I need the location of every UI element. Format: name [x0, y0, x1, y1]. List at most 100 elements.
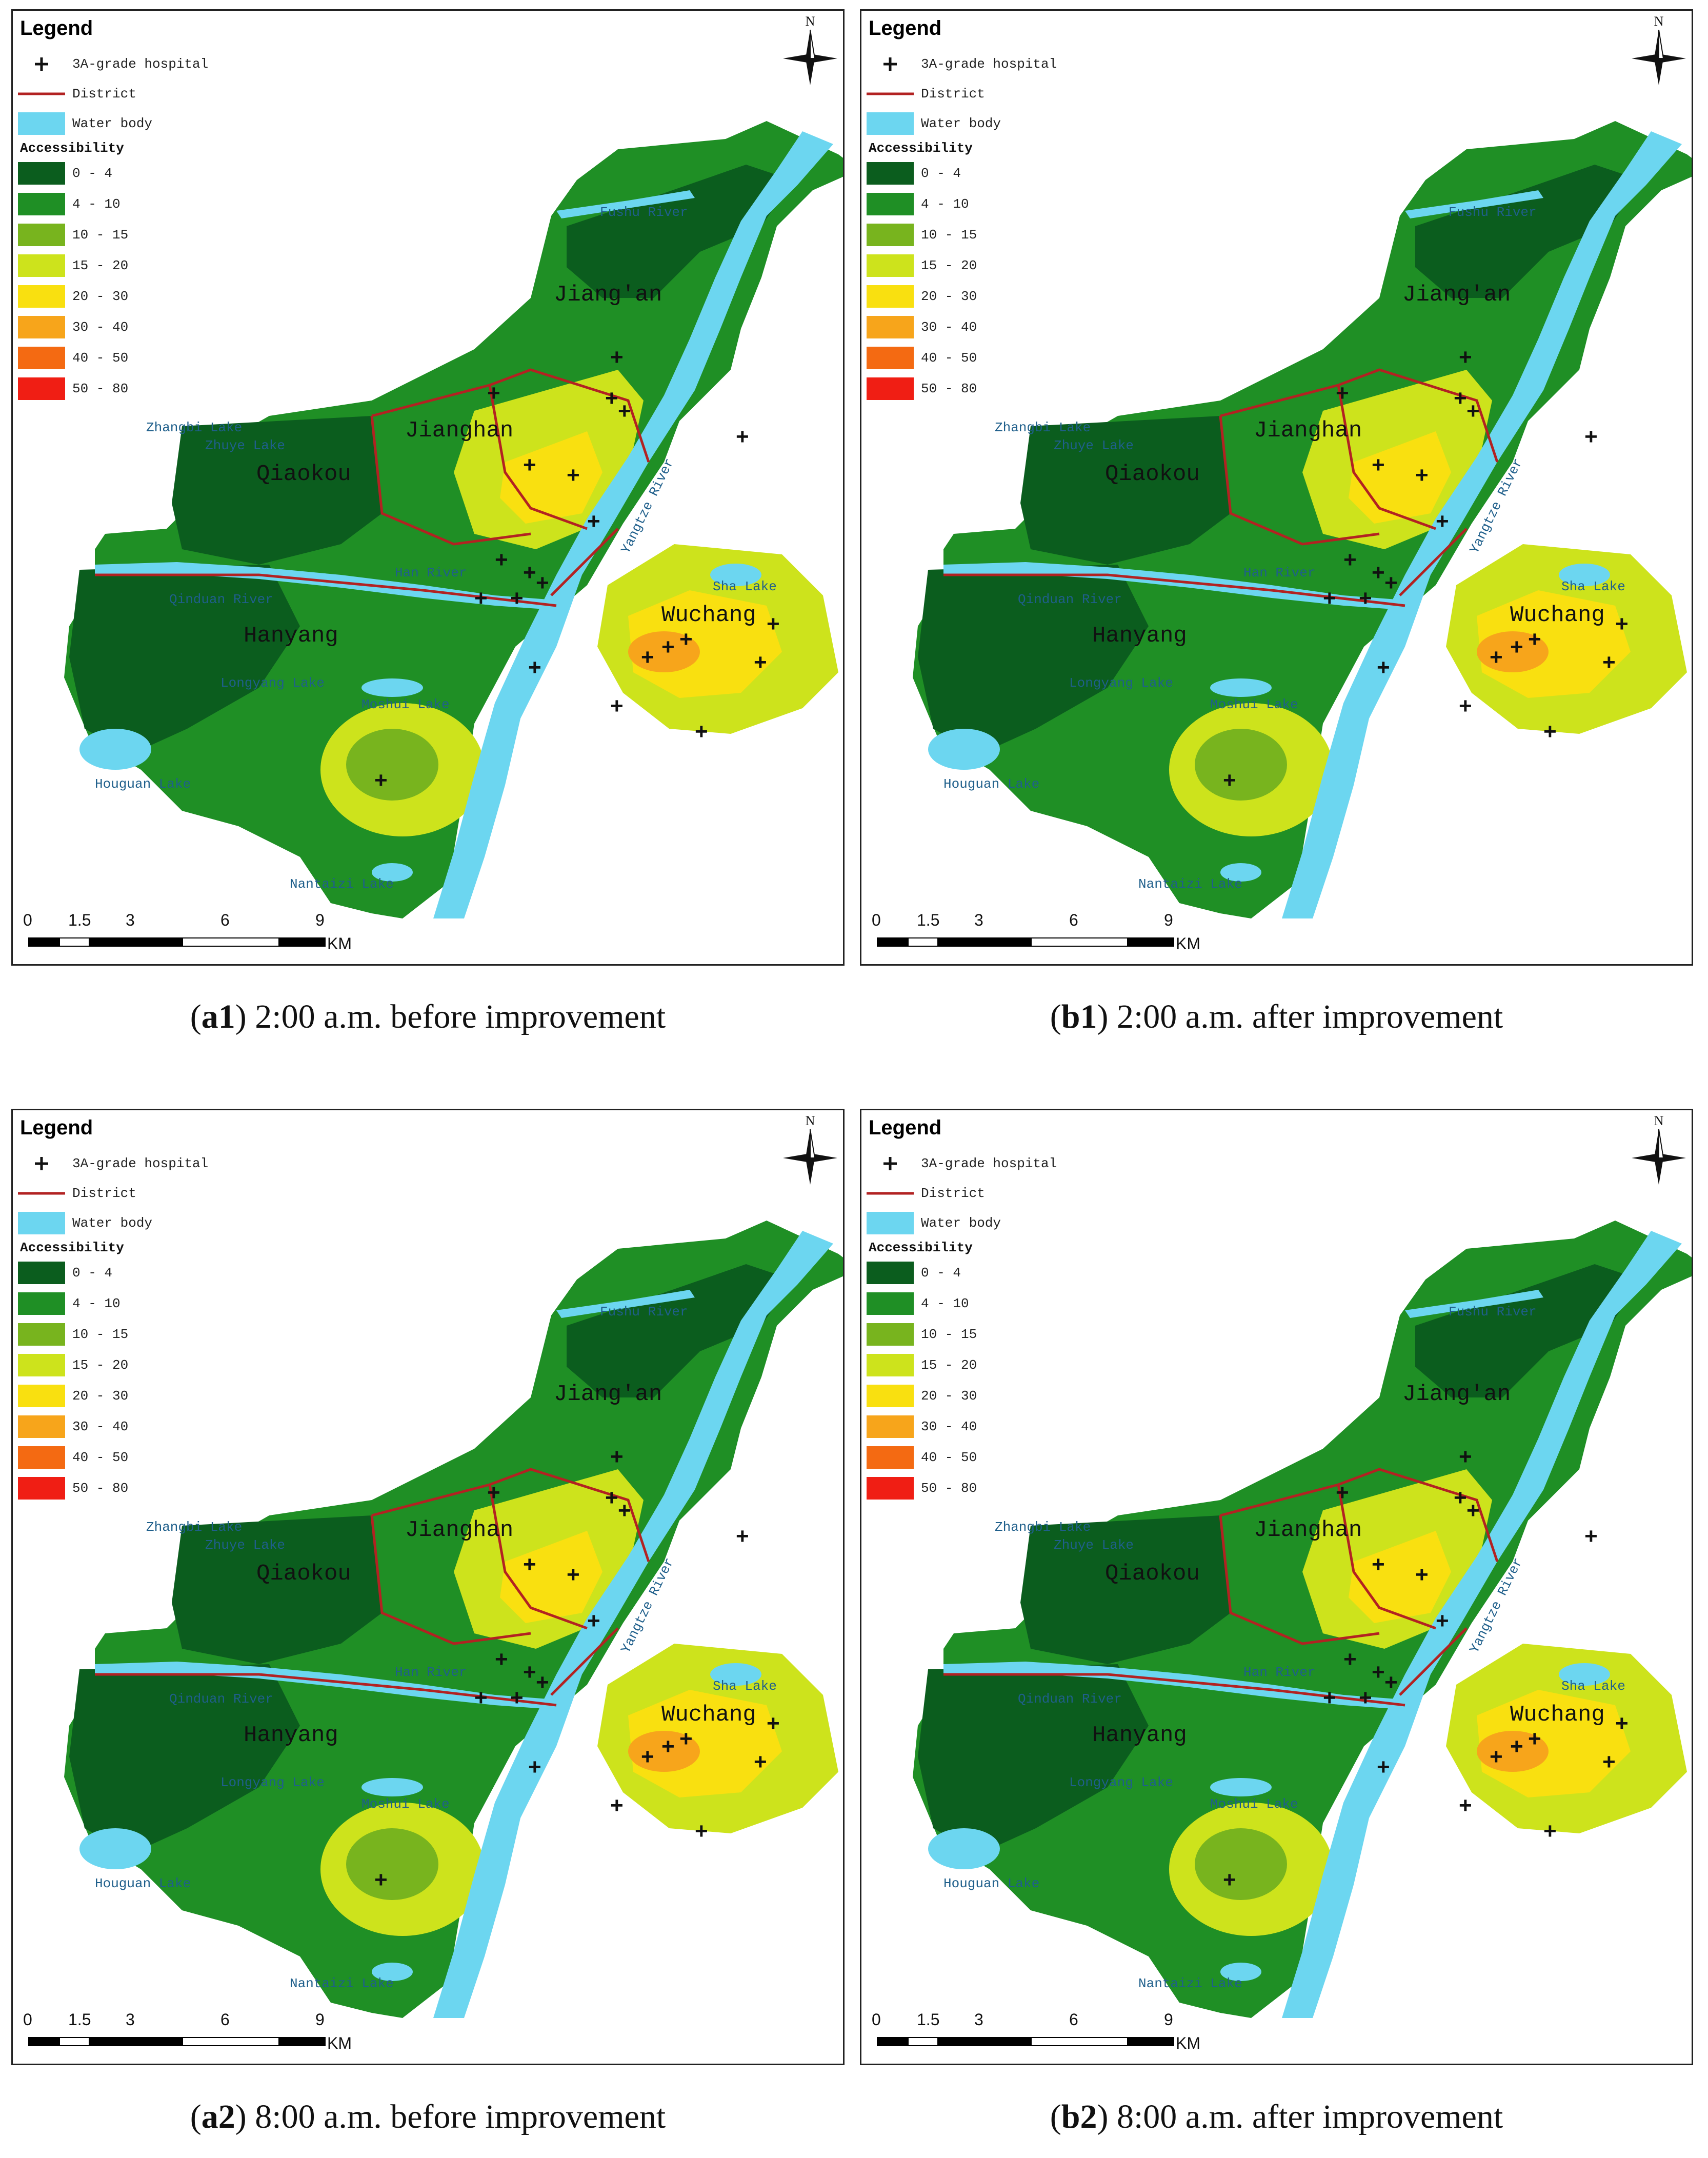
hospital-marker: + [528, 1754, 541, 1780]
scale-segment [59, 2037, 90, 2046]
label-houguan: Houguan Lake [943, 1876, 1039, 1891]
scale-label: 9 [315, 2010, 325, 2029]
scale-segment [908, 2037, 938, 2046]
label-jiangan: Jiang'an [1402, 282, 1511, 308]
yangtze-river [433, 1231, 833, 2018]
label-shalake: Sha Lake [1561, 1679, 1625, 1694]
hospital-markers: + + + + + + + + + + + + + + + + + + + + [374, 345, 780, 793]
label-houguan: Houguan Lake [943, 776, 1039, 792]
legend-class-swatch [867, 1415, 914, 1438]
legend-class-row: 50 - 80 [867, 373, 1102, 404]
hospital-marker: + [1543, 719, 1557, 744]
legend-accessibility-title: Accessibility [20, 141, 124, 156]
sha-lake [1559, 564, 1610, 586]
hospital-marker: + [618, 1498, 631, 1523]
moshui-lake [1210, 1778, 1272, 1796]
legend-class-row: 20 - 30 [18, 281, 254, 312]
hospital-marker: + [1510, 634, 1523, 660]
map-panel-b2: + + + + + + + + + + + + + + + + + + + + [860, 1109, 1693, 2065]
fushu-river [1405, 1290, 1543, 1318]
hanyang-west-zone [69, 1664, 300, 1854]
legend-class-label: 4 - 10 [72, 196, 120, 212]
legend-class-label: 20 - 30 [72, 1388, 129, 1404]
legend-class-swatch [18, 1415, 65, 1438]
north-label: N [806, 1113, 815, 1128]
legend-class-row: 4 - 10 [18, 1288, 254, 1319]
legend-water-row: Water body [18, 109, 254, 138]
hospital-marker: + [754, 1749, 767, 1774]
caption-letter: b1 [1061, 998, 1097, 1035]
label-fushu: Fushu River [1449, 205, 1537, 220]
district-land [64, 121, 843, 918]
label-hanyang: Hanyang [244, 623, 338, 649]
legend-class-row: 20 - 30 [867, 1381, 1102, 1411]
district-line-icon [867, 1183, 914, 1204]
hanyang-south-inner [346, 729, 438, 801]
label-jianghan: Jianghan [1254, 418, 1362, 444]
jiangan-north-zone [1415, 1264, 1641, 1397]
sha-lake [710, 564, 761, 586]
legend-class-swatch [18, 162, 65, 185]
legend-class-label: 40 - 50 [72, 350, 129, 366]
scale-label: 3 [126, 911, 135, 929]
label-hanyang: Hanyang [1092, 1723, 1187, 1748]
scale-segment [90, 2037, 182, 2046]
label-shalake: Sha Lake [713, 579, 777, 594]
scale-segment [182, 2037, 279, 2046]
hanyang-west-zone [69, 565, 300, 754]
hospital-marker: + [1466, 1498, 1480, 1523]
hospital-marker: + [1454, 386, 1467, 411]
hospital-marker: + [474, 1685, 488, 1710]
caption-b1: (b1) 2:00 a.m. after improvement [1050, 998, 1503, 1035]
label-moshui: Moshui Lake [361, 697, 450, 712]
hospital-marker: + [1323, 586, 1336, 611]
scale-segment [1031, 2037, 1128, 2046]
district-line-icon [867, 83, 914, 105]
hospital-marker: + [679, 627, 693, 652]
scale-label: 9 [1164, 911, 1173, 929]
hospital-marker: + [1436, 1608, 1449, 1633]
legend-district-label: District [921, 86, 985, 102]
north-label: N [1654, 14, 1664, 29]
legend-class-row: 40 - 50 [18, 343, 254, 373]
hospital-marker: + [1490, 645, 1503, 670]
legend-class-label: 4 - 10 [921, 196, 969, 212]
legend-class-swatch [867, 1354, 914, 1376]
label-qinduan: Qinduan River [1018, 592, 1122, 607]
legend-class-label: 15 - 20 [72, 258, 129, 273]
legend-class-label: 10 - 15 [72, 227, 129, 243]
label-zhuye: Zhuye Lake [205, 1537, 285, 1553]
map-panel-a1: + + + + + + + + + + + + + + + + + + + + [11, 9, 845, 966]
scale-label: 6 [220, 2010, 230, 2029]
scale-bar: 0 1.5 3 6 9 KM [23, 911, 356, 957]
hospital-marker: + [1459, 345, 1472, 370]
legend-class-row: 15 - 20 [18, 250, 254, 281]
hospital-marker: + [1336, 1480, 1349, 1505]
hospital-marker: + [695, 719, 708, 744]
hospital-marker: + [767, 611, 780, 636]
label-qinduan: Qinduan River [169, 1691, 273, 1707]
label-wuchang: Wuchang [1510, 603, 1605, 628]
legend-class-swatch [867, 1323, 914, 1346]
district-boundaries [95, 1468, 650, 1707]
legend-class-row: 40 - 50 [867, 1442, 1102, 1473]
legend-accessibility-title: Accessibility [869, 1240, 973, 1255]
legend-class-row: 4 - 10 [18, 189, 254, 219]
scale-label: 1.5 [68, 911, 91, 929]
hospital-marker: + [1510, 1734, 1523, 1759]
label-nantaizi: Nantaizi Lake [1138, 1976, 1242, 1991]
wuchang-hotspot [1477, 1731, 1549, 1772]
qiaokou-zone [172, 1515, 382, 1664]
hospital-marker: + [1336, 381, 1349, 406]
legend-class-label: 40 - 50 [921, 1450, 977, 1465]
legend-class-swatch [867, 1262, 914, 1284]
legend-class-row: 10 - 15 [867, 219, 1102, 250]
legend-class-swatch [867, 254, 914, 277]
legend-class-label: 15 - 20 [72, 1357, 129, 1373]
hospital-marker: + [528, 655, 541, 680]
scale-label: 1.5 [68, 2010, 91, 2029]
qiaokou-zone [1020, 416, 1231, 565]
hospital-marker: + [736, 1524, 749, 1549]
hospital-marker: + [1415, 1562, 1429, 1587]
legend-water-row: Water body [867, 1208, 1102, 1238]
